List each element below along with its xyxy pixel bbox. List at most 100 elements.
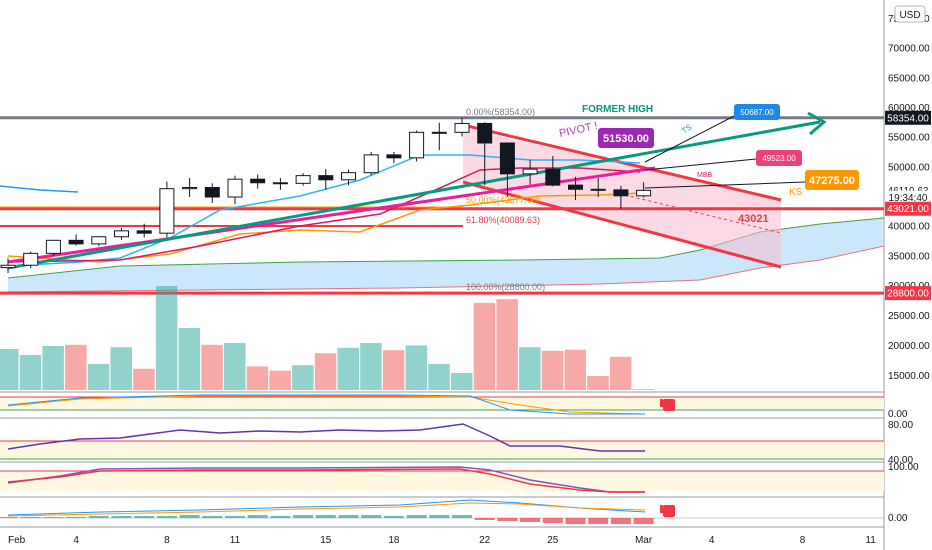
candle [386, 151, 402, 164]
ichimoku-cloud [8, 218, 884, 292]
volume-bar [314, 353, 337, 390]
pivot-value: 51530.00 [603, 133, 649, 145]
macd-histogram-bar [88, 516, 109, 518]
macd-histogram-bar [225, 516, 245, 518]
volume-bar [609, 356, 632, 390]
volume-bar [87, 364, 110, 390]
pivot-value-badge [598, 128, 654, 148]
volume-bar [428, 364, 450, 390]
macd-histogram-bar [43, 517, 64, 518]
candle [454, 117, 470, 137]
macd-histogram-bar [270, 516, 291, 518]
mbb-pointer-line [644, 158, 757, 171]
candle [114, 227, 129, 240]
falling-channel-fill [463, 128, 781, 267]
volume-bar [42, 346, 64, 390]
time-tick-label: 8 [800, 535, 806, 546]
svg-text:28800.00: 28800.00 [887, 289, 929, 300]
fib-50-label: 50.00%(43577.00) [466, 195, 540, 205]
price-tick-label: 25000.00 [888, 311, 930, 322]
volume-bar [133, 368, 155, 390]
time-tick-label: 25 [547, 535, 559, 546]
macd-histogram-bar [610, 518, 631, 524]
mbb-value: 49523.00 [762, 154, 796, 163]
macd-histogram-bar [633, 518, 654, 524]
volume-bar [224, 343, 246, 390]
svg-text:19:34:40: 19:34:40 [889, 193, 928, 204]
macd-histogram-bar [247, 515, 268, 518]
time-axis: Feb 4 8 11 15 18 22 25 Mar 4 8 11 [8, 535, 876, 546]
macd-histogram-bar [315, 515, 336, 518]
time-tick-label: Feb [8, 535, 26, 546]
candle [341, 169, 356, 186]
macd-histogram-bar [542, 518, 563, 523]
svg-text:58354.00: 58354.00 [887, 113, 929, 124]
macd-histogram-bar [520, 518, 541, 522]
currency-badge-box[interactable] [894, 5, 926, 23]
macd-histogram-bar [202, 516, 223, 518]
macd-histogram-bar [20, 517, 41, 518]
indicator-3-tick: 100.00 [888, 462, 919, 473]
volume-series [0, 286, 655, 390]
indicator-2-tick-80: 80.00 [888, 420, 913, 431]
svg-text:43021.00: 43021.00 [887, 204, 929, 215]
candle [204, 183, 220, 203]
price-tick-label: 60000.00 [888, 103, 930, 114]
ts-pointer-line [644, 113, 739, 163]
ks-pointer-line [644, 181, 806, 189]
candle [295, 173, 311, 186]
volume-bar [632, 389, 655, 390]
indicator-pane-3 [0, 466, 884, 493]
candle [545, 156, 561, 187]
channel-dashed-projection [624, 194, 782, 234]
price-tick-label: 20000.00 [888, 341, 930, 352]
macd-histogram-bar [474, 518, 495, 520]
macd-histogram-bar [179, 515, 200, 518]
candle [431, 122, 447, 151]
indicator-pane-4 [0, 499, 884, 524]
volume-bar [0, 349, 19, 390]
volume-bar [337, 347, 359, 390]
macd-histogram-bar [0, 517, 18, 518]
candle [522, 159, 538, 185]
currency-badge[interactable]: USD [899, 10, 920, 21]
mbb-value-badge [756, 150, 802, 166]
candle [318, 169, 334, 190]
candle [136, 223, 152, 238]
cloud-span-b [7, 245, 885, 293]
candle [250, 174, 266, 189]
price-label-tag: 19:34:40 [885, 190, 931, 205]
volume-bar [155, 286, 178, 390]
price-tick-label: 50000.00 [888, 162, 930, 173]
ks-value: 47275.00 [809, 175, 855, 187]
candle [363, 151, 379, 176]
kijun-line-orange [7, 192, 641, 263]
ks-value-badge [805, 170, 859, 190]
thumbs-down-icon-1 [660, 399, 675, 411]
price-label-tag: 58354.00 [885, 110, 931, 125]
macd-histogram-bar [452, 515, 472, 518]
volume-bar [360, 343, 382, 390]
volume-bar [564, 349, 586, 390]
channel-bottom-line [462, 180, 782, 269]
indicator-pane-2 [0, 423, 884, 460]
indicator-4-tick: 0.00 [888, 513, 908, 524]
macd-histogram-bar [156, 516, 177, 518]
macd-histogram-bar [134, 516, 155, 518]
volume-bar [19, 355, 42, 390]
volume-bar [451, 373, 473, 390]
time-tick-label: 8 [164, 535, 170, 546]
macd-histogram-bar [361, 515, 382, 518]
macd-histogram-bar [338, 515, 359, 518]
volume-bar [473, 302, 496, 390]
price-tick-label: 70000.00 [888, 44, 930, 55]
candle [0, 258, 16, 273]
ts-value-badge [734, 104, 780, 120]
volume-bar [496, 299, 518, 390]
fib-0-label: 0.00%(58354.00) [466, 107, 535, 117]
macd-histogram-bar [111, 516, 132, 518]
volume-bar [201, 344, 223, 390]
ks-label: KS [789, 187, 803, 198]
